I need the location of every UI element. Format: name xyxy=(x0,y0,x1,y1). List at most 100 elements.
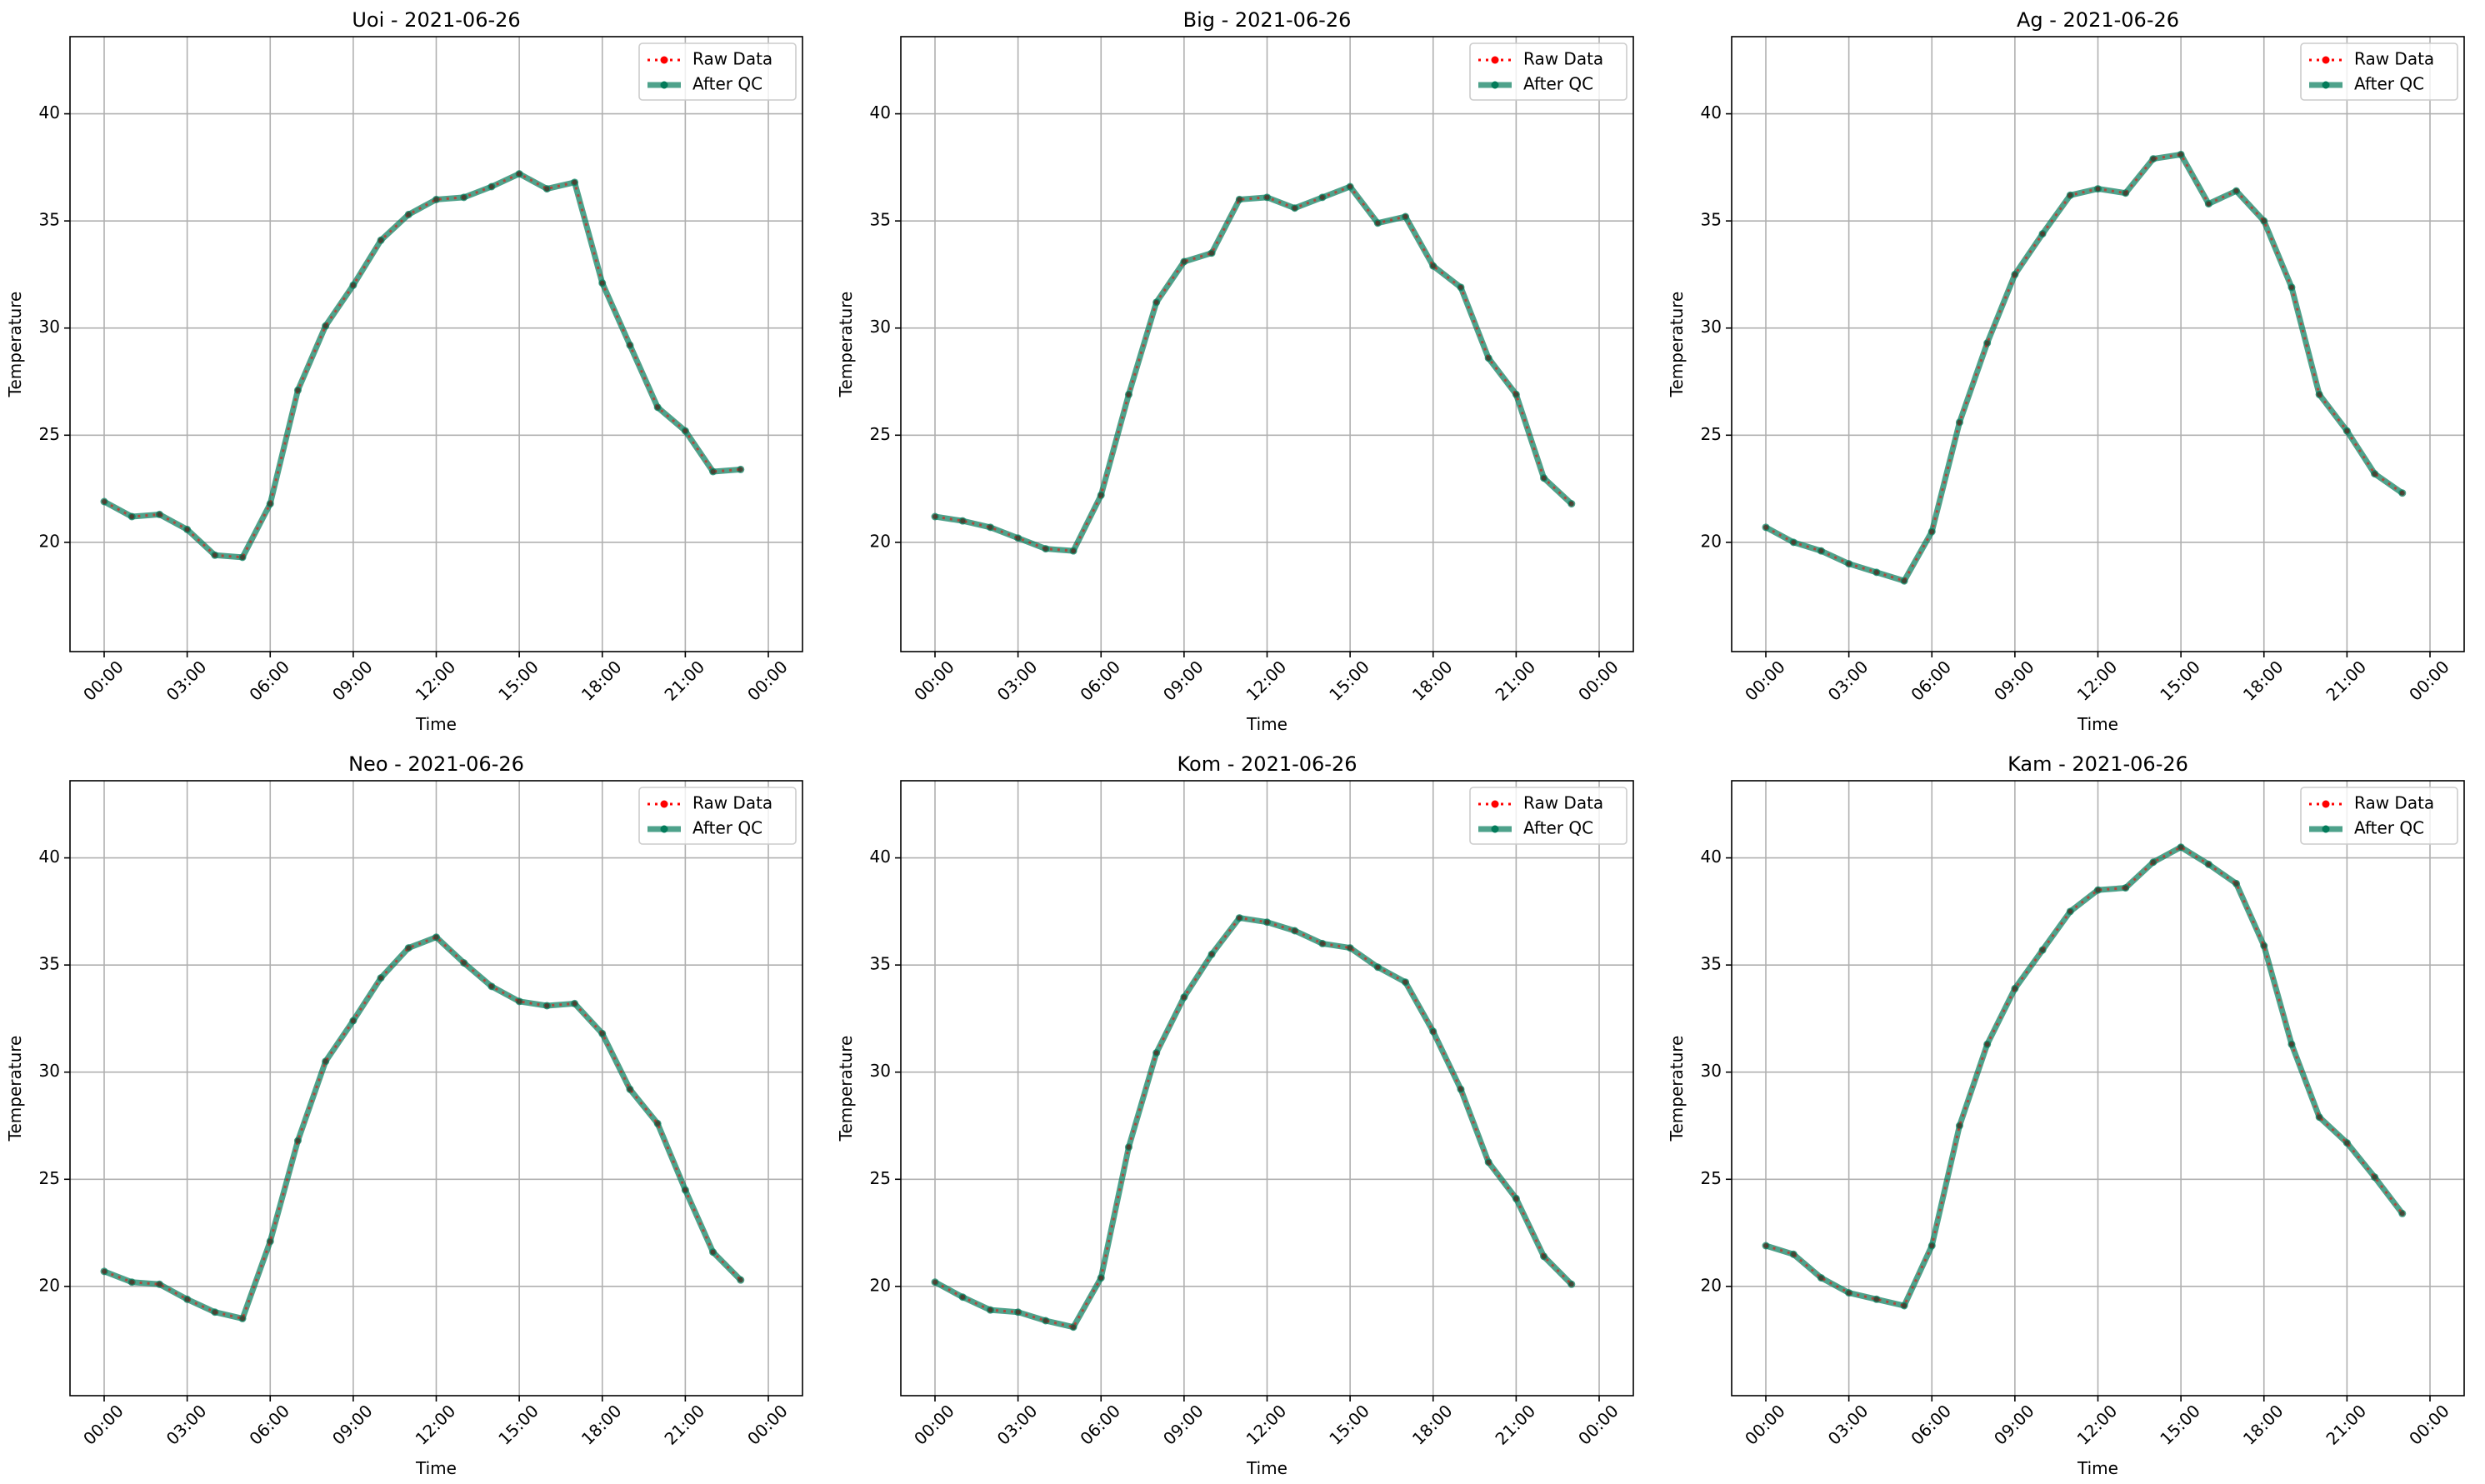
raw-data-point xyxy=(655,1121,661,1127)
raw-data-point xyxy=(627,342,632,348)
raw-data-point xyxy=(1957,1123,1962,1128)
panel-2: 00:00 03:00 06:00 09:00 12:00 15:00 18:00 21:00… xyxy=(1667,8,2465,734)
y-tick-label: 20 xyxy=(39,1275,60,1295)
raw-data-point xyxy=(1126,392,1132,397)
raw-data-point xyxy=(2150,859,2156,865)
raw-data-point xyxy=(544,1003,550,1008)
raw-data-point xyxy=(682,1187,688,1193)
raw-data-point xyxy=(1763,1243,1768,1248)
raw-data-point xyxy=(1568,501,1574,507)
raw-data-point xyxy=(1458,284,1463,290)
legend-marker-after-qc xyxy=(2322,81,2330,89)
raw-data-point xyxy=(488,983,494,989)
raw-data-point xyxy=(1071,548,1077,554)
raw-data-point xyxy=(655,404,661,410)
y-tick-label: 30 xyxy=(870,317,891,337)
legend-marker-raw-data xyxy=(1491,56,1499,64)
legend-label-raw-data: Raw Data xyxy=(1523,49,1603,69)
raw-data-point xyxy=(2288,284,2294,290)
raw-data-point xyxy=(2344,428,2350,434)
raw-data-point xyxy=(378,237,384,243)
raw-data-point xyxy=(488,184,494,189)
raw-data-point xyxy=(322,323,328,329)
y-tick-label: 35 xyxy=(1701,954,1722,974)
raw-data-point xyxy=(2040,231,2046,237)
y-tick-label: 40 xyxy=(870,102,891,122)
raw-data-point xyxy=(1098,492,1104,498)
legend: Raw Data After QC xyxy=(638,787,797,845)
y-tick-label: 35 xyxy=(39,954,60,974)
y-axis-label: Temperature xyxy=(1667,1036,1687,1142)
raw-data-point xyxy=(1846,1290,1852,1296)
y-tick-label: 25 xyxy=(870,424,891,444)
raw-data-point xyxy=(2399,490,2405,496)
y-tick-label: 35 xyxy=(870,954,891,974)
raw-data-point xyxy=(212,552,218,558)
y-tick-label: 35 xyxy=(1701,210,1722,230)
legend-label-raw-data: Raw Data xyxy=(692,793,772,813)
raw-data-point xyxy=(1237,197,1242,202)
raw-data-point xyxy=(517,998,522,1004)
raw-data-point xyxy=(1126,1144,1132,1150)
axes-frame xyxy=(69,36,803,652)
legend-marker-after-qc xyxy=(660,825,668,833)
legend-label-after-qc: After QC xyxy=(1523,74,1593,94)
raw-data-point xyxy=(1818,548,1824,554)
raw-data-point xyxy=(2233,188,2239,194)
chart-title: Kom - 2021-06-26 xyxy=(1178,752,1358,776)
x-axis-label: Time xyxy=(1246,714,1288,734)
y-tick-label: 25 xyxy=(1701,1168,1722,1188)
raw-data-point xyxy=(295,387,301,393)
raw-data-point xyxy=(2095,186,2101,192)
raw-data-point xyxy=(1486,1159,1492,1165)
raw-data-point xyxy=(184,1297,190,1302)
raw-data-point xyxy=(1153,1050,1159,1056)
legend-marker-raw-data xyxy=(660,56,668,64)
raw-data-point xyxy=(2344,1140,2350,1146)
y-tick-label: 25 xyxy=(870,1168,891,1188)
raw-data-point xyxy=(2122,190,2128,196)
panel-3: 00:00 03:00 06:00 09:00 12:00 15:00 18:00 21:00… xyxy=(5,752,803,1478)
series-line-raw-data xyxy=(934,185,1572,552)
raw-data-point xyxy=(1430,263,1436,269)
raw-data-point xyxy=(1292,928,1298,933)
series-line-raw-data xyxy=(1765,152,2403,582)
legend-marker-raw-data xyxy=(2322,800,2330,808)
y-tick-label: 25 xyxy=(1701,424,1722,444)
raw-data-point xyxy=(212,1309,218,1315)
raw-data-point xyxy=(1292,205,1298,211)
raw-data-point xyxy=(1319,194,1325,200)
y-axis-label: Temperature xyxy=(5,1036,25,1142)
raw-data-point xyxy=(1375,220,1381,226)
raw-data-point xyxy=(1791,1252,1797,1257)
raw-data-point xyxy=(1791,539,1797,545)
raw-data-point xyxy=(1568,1282,1574,1287)
raw-data-point xyxy=(1181,994,1187,1000)
legend: Raw Data After QC xyxy=(1469,787,1628,845)
legend-marker-raw-data xyxy=(2322,56,2330,64)
raw-data-point xyxy=(1264,919,1270,925)
raw-data-point xyxy=(932,514,938,519)
panel-5: 00:00 03:00 06:00 09:00 12:00 15:00 18:00 21:00… xyxy=(1667,752,2465,1478)
raw-data-point xyxy=(1209,952,1215,957)
raw-data-point xyxy=(102,1268,107,1274)
y-tick-label: 30 xyxy=(39,317,60,337)
raw-data-point xyxy=(1402,214,1408,219)
raw-data-point xyxy=(433,934,439,940)
axes-frame xyxy=(1731,36,2465,652)
y-tick-label: 40 xyxy=(1701,102,1722,122)
raw-data-point xyxy=(960,518,966,524)
raw-data-point xyxy=(2095,887,2101,893)
legend-marker-after-qc xyxy=(660,81,668,89)
legend-label-after-qc: After QC xyxy=(2354,74,2424,94)
y-tick-label: 25 xyxy=(39,1168,60,1188)
raw-data-point xyxy=(129,1279,135,1285)
series-line-raw-data xyxy=(934,916,1572,1329)
axes-frame xyxy=(900,36,1634,652)
raw-data-point xyxy=(2040,947,2046,953)
raw-data-point xyxy=(268,1238,273,1244)
legend-label-raw-data: Raw Data xyxy=(1523,793,1603,813)
raw-data-point xyxy=(682,428,688,434)
raw-data-point xyxy=(1348,184,1353,189)
series-line-raw-data xyxy=(103,935,742,1321)
